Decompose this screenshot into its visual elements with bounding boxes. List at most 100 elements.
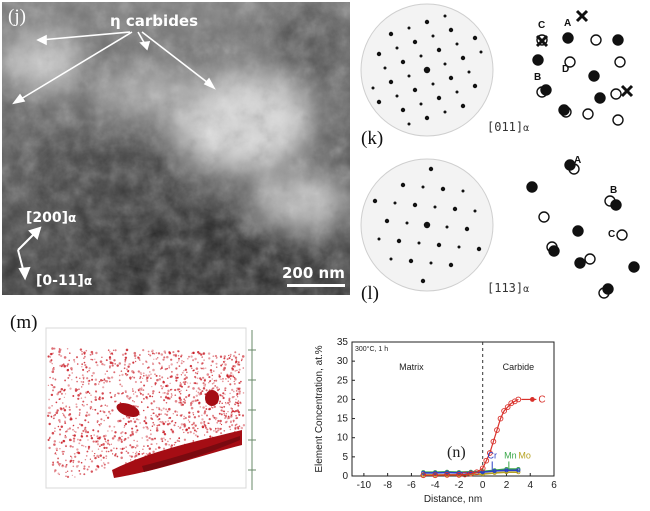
atom-dot [227,416,231,420]
atom-dot [129,376,132,380]
atom-dot [149,429,152,431]
atom-dot [208,389,211,391]
atom-dot [126,368,128,371]
atom-dot [210,406,213,408]
atom-dot [162,430,166,433]
atom-dot [201,414,203,416]
atom-dot [102,386,105,389]
atom-dot [167,440,169,443]
atom-dot [187,426,191,430]
atom-dot [69,445,72,448]
atom-dot [78,442,81,445]
atom-dot [160,396,162,398]
atom-dot [90,435,93,437]
atom-dot [127,397,129,399]
atom-dot [72,429,74,431]
atom-dot [205,367,207,369]
atom-dot [98,396,101,399]
atom-dot [129,420,133,423]
atom-dot [171,394,173,396]
atom-dot [180,403,184,407]
atom-dot [137,356,140,359]
atom-dot [231,358,233,361]
atom-dot [100,444,103,446]
atom-dot [76,380,78,383]
diffraction-spot [376,51,382,57]
atom-dot [174,394,177,397]
atom-dot [65,445,67,448]
atom-dot [79,348,83,351]
atom-dot [203,359,205,361]
atom-dot [51,384,54,386]
atom-dot [113,371,116,374]
atom-dot [53,440,57,443]
atom-dot [168,351,172,355]
atom-dot [207,352,211,355]
atom-dot [151,418,153,420]
atom-dot [62,464,64,466]
atom-dot [169,416,172,419]
data-point-c [467,470,474,477]
atom-dot [129,444,132,447]
diffraction-spot [479,50,483,54]
atom-dot [86,431,90,434]
atom-dot [107,439,110,442]
atom-dot [76,452,78,454]
atom-dot [235,414,237,417]
atom-dot [215,430,218,434]
atom-dot [124,422,128,426]
diffraction-spot [371,86,375,90]
atom-dot [142,389,145,392]
atom-dot [212,414,214,417]
atom-dot [81,444,83,447]
atom-dot [222,396,225,400]
atom-dot [209,435,212,438]
atom-dot [162,422,165,425]
atom-dot [73,452,76,455]
y-tick-label: 10 [337,433,349,444]
atom-dot [142,363,144,365]
atom-dot [95,351,98,355]
atom-dot [205,389,208,392]
atom-dot [136,429,139,432]
atom-dot [148,447,152,450]
atom-dot [77,451,81,455]
atom-dot [75,376,78,378]
atom-dot [52,461,54,464]
concentration-profile-panel-n: -10 -8 -6 -4 -2 0 2 4 6 0 5 10 15 20 25 30 35 Distance, n… [310,318,650,506]
atom-dot [197,427,199,430]
diffraction-spot [460,103,466,109]
atom-dot [82,383,84,386]
atom-dot [239,401,242,404]
atom-dot [230,411,233,414]
diffraction-spot [377,237,381,241]
atom-dot [203,412,206,415]
atom-dot [80,432,83,435]
atom-dot [192,370,194,372]
atom-dot [161,420,164,424]
atom-dot [178,388,181,390]
atom-dot [120,451,123,454]
atom-dot [213,382,215,384]
atom-dot [73,358,76,361]
atom-dot [238,390,241,393]
atom-dot [214,429,217,431]
atom-dot [151,350,153,353]
atom-dot [220,394,222,397]
atom-dot [214,418,217,421]
atom-dot [190,367,193,370]
atom-dot [167,420,169,422]
diffraction-spot [400,59,406,65]
atom-dot [156,378,159,382]
atom-dot [104,379,107,382]
atom-dot [90,460,94,463]
atom-dot [154,382,157,385]
atom-dot [194,376,197,379]
zone-axis-k: [011]α [487,120,530,134]
atom-dot [47,355,50,358]
atom-dot [143,384,146,387]
atom-dot [52,386,55,389]
atom-dot [118,374,121,377]
atom-dot [162,385,164,388]
atom-dot [155,414,158,417]
